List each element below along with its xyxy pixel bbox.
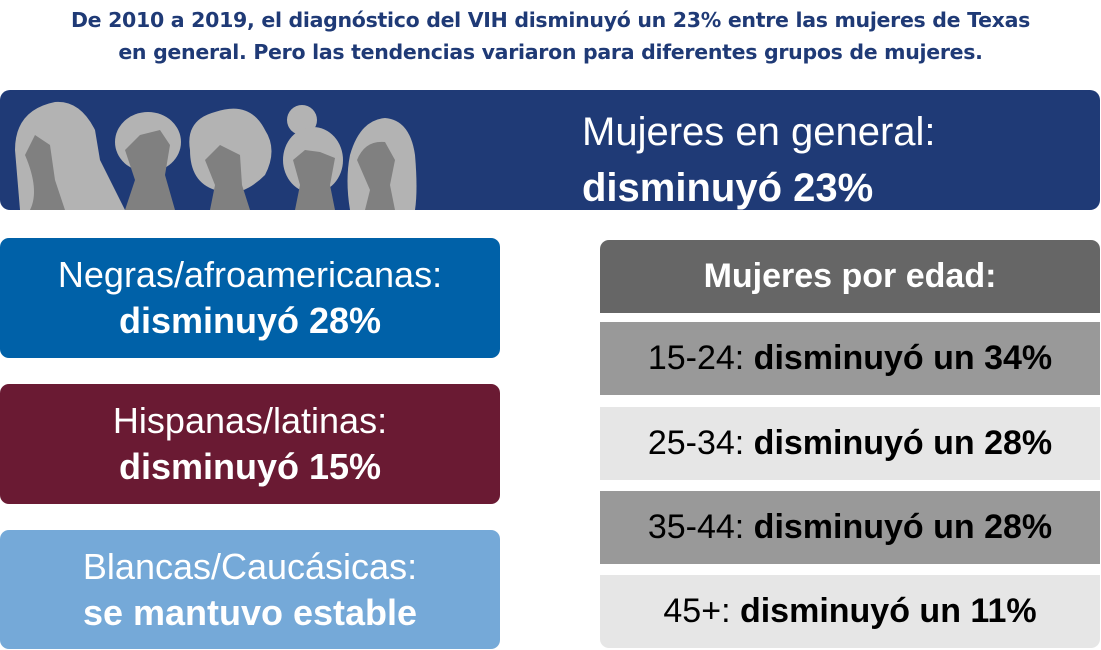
headline: De 2010 a 2019, el diagnóstico del VIH d…	[0, 4, 1101, 68]
overall-banner: Mujeres en general: disminuyó 23%	[0, 90, 1100, 210]
overall-value: disminuyó 23%	[582, 166, 874, 210]
age-value: disminuyó un 28%	[753, 424, 1053, 462]
age-header: Mujeres por edad:	[600, 240, 1100, 313]
group-label: Negras/afroamericanas:	[57, 254, 443, 295]
age-row: 45+: disminuyó un 11%	[600, 575, 1100, 648]
group-value: se mantuvo estable	[82, 591, 418, 633]
age-value: disminuyó un 11%	[739, 592, 1037, 630]
headline-line-1: De 2010 a 2019, el diagnóstico del VIH d…	[70, 8, 1031, 32]
women-silhouettes-icon	[15, 101, 417, 210]
overall-label: Mujeres en general:	[582, 110, 936, 154]
group-value: disminuyó 15%	[118, 446, 382, 487]
group-black: Negras/afroamericanas: disminuyó 28%	[0, 238, 500, 358]
age-value: disminuyó un 28%	[753, 508, 1053, 546]
headline-line-2: en general. Pero las tendencias variaron…	[118, 40, 983, 64]
group-value: disminuyó 28%	[118, 300, 382, 341]
group-hispanic: Hispanas/latinas: disminuyó 15%	[0, 384, 500, 504]
overall-text: Mujeres en general: disminuyó 23%	[582, 104, 936, 210]
age-range: 35-44:	[647, 508, 745, 546]
age-row: 25-34: disminuyó un 28%	[600, 407, 1100, 480]
age-range: 25-34:	[647, 424, 745, 462]
group-label: Blancas/Caucásicas:	[82, 545, 418, 587]
group-label: Hispanas/latinas:	[112, 400, 388, 441]
age-range: 45+:	[663, 592, 731, 630]
age-row: 35-44: disminuyó un 28%	[600, 491, 1100, 564]
group-white: Blancas/Caucásicas: se mantuvo estable	[0, 530, 500, 649]
age-range: 15-24:	[647, 339, 745, 377]
age-row: 15-24: disminuyó un 34%	[600, 322, 1100, 395]
age-value: disminuyó un 34%	[753, 339, 1053, 377]
